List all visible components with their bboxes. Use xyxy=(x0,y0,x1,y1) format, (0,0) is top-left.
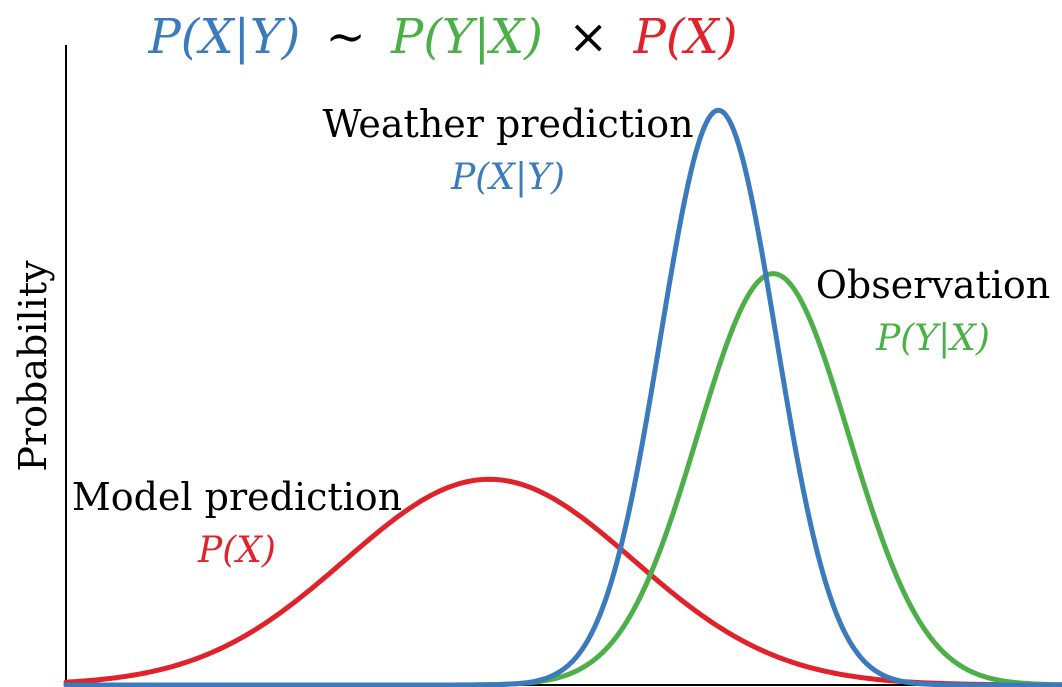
weather-prediction-formula: P(X|Y) xyxy=(450,157,565,198)
y-axis-label: Probability xyxy=(11,260,55,472)
title-equation: P(X|Y) ∼ P(Y|X) × P(X) xyxy=(148,9,738,65)
title-rhs: P(X) xyxy=(633,9,738,65)
model-prediction-label: Model prediction xyxy=(72,475,402,519)
title-mid: P(Y|X) xyxy=(390,9,543,65)
title-sim: ∼ xyxy=(326,9,366,65)
title-times: × xyxy=(568,9,608,65)
observation-formula: P(Y|X) xyxy=(875,318,990,359)
weather-prediction-curve xyxy=(63,107,1062,687)
weather-prediction-label: Weather prediction xyxy=(322,102,693,146)
model-prediction-formula: P(X) xyxy=(197,530,276,571)
title-lhs: P(X|Y) xyxy=(148,9,301,65)
observation-label: Observation xyxy=(816,263,1051,307)
